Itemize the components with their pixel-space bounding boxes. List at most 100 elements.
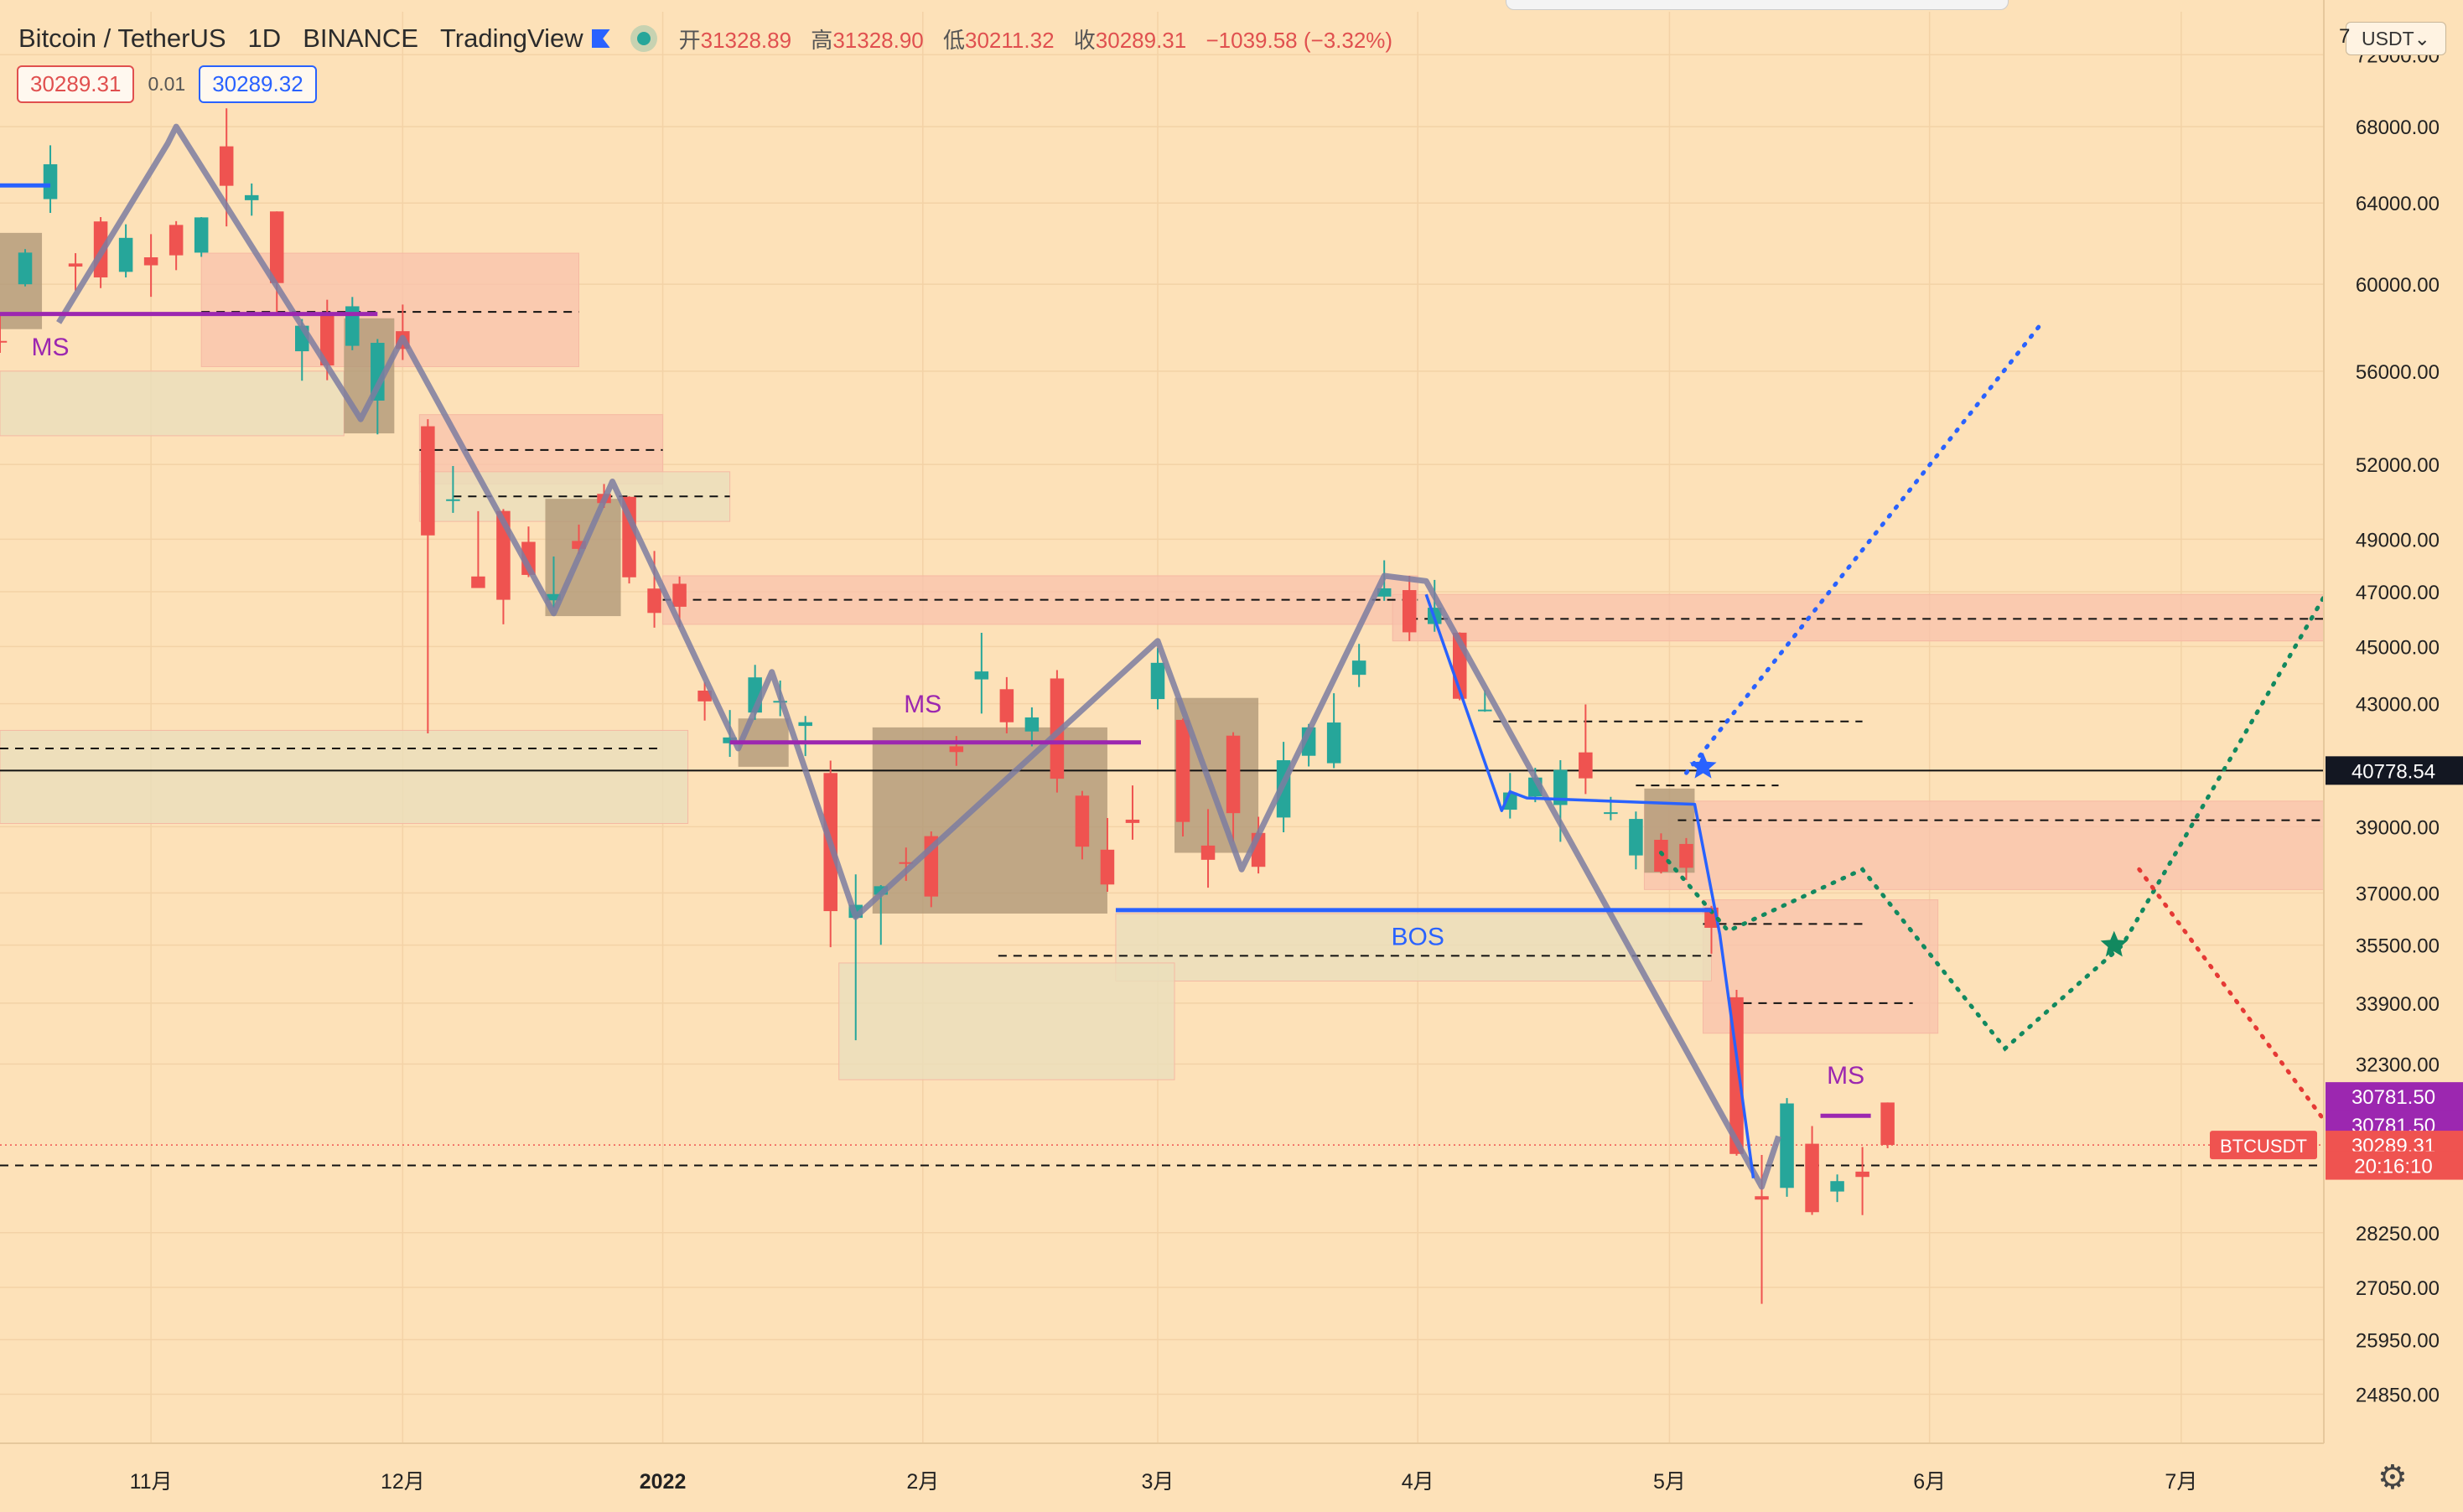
price-tick-label: 28250.00: [2356, 1223, 2440, 1245]
zone-demand: [0, 729, 689, 825]
candle-body[interactable]: [547, 593, 561, 601]
price-axis[interactable]: [2324, 0, 2463, 1443]
star-icon[interactable]: [2100, 930, 2128, 957]
candle-body[interactable]: [68, 263, 83, 267]
candle-body[interactable]: [1553, 769, 1568, 805]
candle-body[interactable]: [269, 211, 284, 283]
candle-body[interactable]: [697, 690, 712, 702]
candle-body[interactable]: [572, 541, 586, 549]
candle-body[interactable]: [471, 576, 485, 588]
price-tick-label: 39000.00: [2356, 816, 2440, 839]
candle-body[interactable]: [1755, 1196, 1769, 1200]
candle-body[interactable]: [421, 426, 435, 536]
swing-structure-line: [56, 123, 1781, 1190]
candle-body[interactable]: [446, 499, 460, 501]
symbol-name[interactable]: Bitcoin / TetherUS: [18, 23, 226, 53]
candle-body[interactable]: [949, 746, 964, 753]
candle-body[interactable]: [345, 306, 360, 346]
candle-body[interactable]: [1780, 1103, 1794, 1188]
candle-body[interactable]: [1150, 662, 1165, 700]
price-tick-label: 45000.00: [2356, 636, 2440, 659]
price-tick-label: 64000.00: [2356, 193, 2440, 215]
candle-body[interactable]: [1226, 735, 1241, 814]
candle-body[interactable]: [1050, 678, 1065, 779]
currency-label: USDT: [2362, 27, 2414, 49]
buy-price-button[interactable]: 30289.32: [199, 65, 317, 103]
price-tick-label: 35500.00: [2356, 935, 2440, 958]
price-tick-label: 68000.00: [2356, 117, 2440, 139]
candle-body[interactable]: [672, 583, 687, 607]
candle-body[interactable]: [1880, 1102, 1895, 1146]
candle-body[interactable]: [1855, 1171, 1869, 1178]
candle-body[interactable]: [1075, 795, 1090, 847]
zone-supply: [1643, 800, 2325, 890]
projection-path: [1684, 324, 2041, 775]
candle-body[interactable]: [899, 862, 914, 864]
symbol-legend: Bitcoin / TetherUS 1D BINANCE TradingVie…: [18, 20, 1406, 57]
gear-icon[interactable]: ⚙: [2377, 1459, 2408, 1496]
ohlc-close-value: 30289.31: [1095, 27, 1187, 53]
candle-body[interactable]: [219, 146, 234, 186]
price-tag-label: 40778.54: [2352, 760, 2435, 783]
ohlc-low-label: 低: [943, 27, 966, 53]
candle-body[interactable]: [1805, 1143, 1819, 1213]
candle-body[interactable]: [1377, 588, 1392, 597]
price-tick-label: 25950.00: [2356, 1329, 2440, 1352]
candle-body[interactable]: [622, 496, 636, 577]
candle-body[interactable]: [1200, 845, 1216, 860]
candle-body[interactable]: [1125, 819, 1140, 823]
candle-body[interactable]: [999, 689, 1014, 722]
candle-body[interactable]: [1579, 752, 1593, 779]
ohlc-high-value: 31328.90: [832, 27, 924, 53]
candle-body[interactable]: [320, 313, 334, 366]
candle-body[interactable]: [143, 257, 158, 266]
currency-selector[interactable]: USDT ⌄: [2346, 22, 2446, 55]
flag-icon[interactable]: [591, 29, 610, 48]
candle-body[interactable]: [1402, 590, 1417, 633]
candle-body[interactable]: [1024, 717, 1040, 732]
toolbar-tab-edge[interactable]: [1506, 0, 2009, 10]
candle-body[interactable]: [798, 722, 812, 727]
price-tick-label: 33900.00: [2356, 993, 2440, 1016]
zone-ob: [872, 727, 1107, 914]
candle-body[interactable]: [647, 588, 661, 614]
ohlc-low-value: 30211.32: [965, 27, 1055, 53]
time-axis[interactable]: [0, 1443, 2463, 1512]
star-icon[interactable]: [1689, 752, 1717, 779]
candle-body[interactable]: [1351, 660, 1366, 676]
zone-demand: [0, 370, 345, 437]
price-tick-label: 24850.00: [2356, 1384, 2440, 1406]
price-tag-label: 20:16:10: [2354, 1156, 2432, 1178]
drawing-labels: MS MS BOS MS: [32, 334, 1865, 1090]
drawings: [0, 123, 2326, 1190]
candle-body[interactable]: [43, 163, 58, 199]
candle-body[interactable]: [974, 671, 989, 680]
candle-body[interactable]: [1830, 1181, 1844, 1192]
interval-label[interactable]: 1D: [247, 23, 282, 53]
candle-body[interactable]: [169, 225, 184, 256]
time-tick-label: 12月: [381, 1470, 425, 1494]
candle-body[interactable]: [118, 237, 133, 272]
price-tick-label: 27050.00: [2356, 1277, 2440, 1300]
candle-body[interactable]: [1604, 812, 1618, 815]
candle-body[interactable]: [1326, 722, 1341, 764]
candle-body[interactable]: [1100, 849, 1115, 885]
sell-price-button[interactable]: 30289.31: [17, 65, 135, 103]
zone-demand: [838, 962, 1175, 1080]
candle-body[interactable]: [0, 340, 8, 343]
candle-body[interactable]: [1175, 719, 1190, 822]
price-tick-label: 43000.00: [2356, 694, 2440, 717]
time-tick-label: 6月: [1913, 1470, 1946, 1494]
candle-body[interactable]: [1629, 819, 1643, 856]
structure-label: MS: [32, 334, 70, 361]
candle-body[interactable]: [1478, 709, 1492, 712]
candle-body[interactable]: [18, 252, 33, 285]
price-tag: [2326, 1082, 2463, 1111]
projection-path: [1658, 594, 2326, 1052]
candle-body[interactable]: [194, 217, 209, 253]
candlesticks[interactable]: [0, 108, 1895, 1304]
candle-body[interactable]: [244, 194, 259, 200]
candle-body[interactable]: [1679, 843, 1693, 868]
